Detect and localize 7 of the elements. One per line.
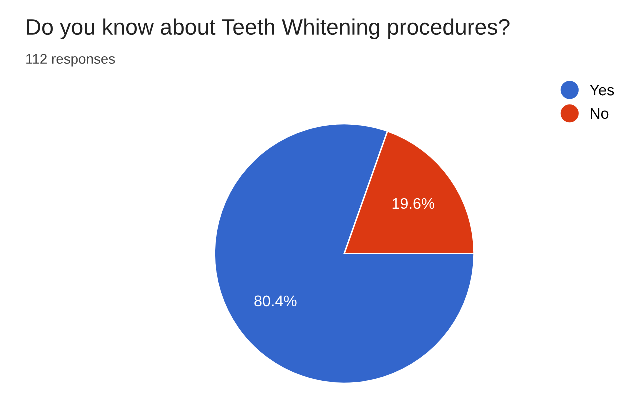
legend-label: Yes (590, 85, 614, 96)
chart-title: Do you know about Teeth Whitening procedures? (27, 18, 510, 40)
data-label: 19.6% (392, 198, 435, 210)
legend-label: No (591, 108, 609, 120)
data-label: 80.4% (254, 296, 297, 307)
text: 112 responses (26, 54, 116, 67)
pie-slice (214, 123, 476, 384)
